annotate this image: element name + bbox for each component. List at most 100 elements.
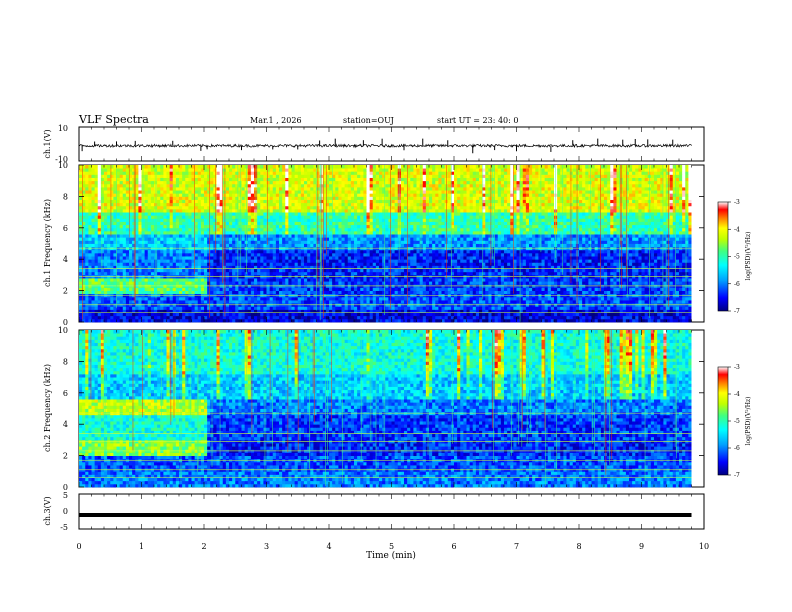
spectrogram-ch1-cell bbox=[304, 269, 308, 273]
spectrogram-ch1-cell bbox=[429, 306, 433, 310]
spectrogram-ch1-cell bbox=[238, 316, 242, 320]
spectrogram-ch1-cell bbox=[507, 250, 511, 254]
spectrogram-ch1-cell bbox=[232, 297, 236, 301]
spectrogram-ch1-cell bbox=[95, 244, 99, 248]
spectrogram-ch1-cell bbox=[129, 244, 133, 248]
spectrogram-ch1-cell bbox=[376, 272, 380, 276]
spectrogram-ch1-cell bbox=[245, 281, 249, 285]
spectrogram-ch1-cell bbox=[101, 269, 105, 273]
spectrogram-ch1-cell bbox=[542, 316, 546, 320]
spectrogram-ch1-cell bbox=[195, 297, 199, 301]
spectrogram-ch1-cell bbox=[601, 300, 605, 304]
spectrogram-ch1-cell bbox=[585, 278, 589, 282]
spectrogram-ch1-cell bbox=[379, 278, 383, 282]
spectrogram-ch1-cell bbox=[301, 300, 305, 304]
spectrogram-ch1-cell bbox=[382, 244, 386, 248]
spectrogram-ch1-cell bbox=[170, 244, 174, 248]
spectrogram-ch1-cell bbox=[179, 297, 183, 301]
spectrogram-ch1-cell bbox=[273, 316, 277, 320]
spectrogram-ch1-cell bbox=[476, 272, 480, 276]
spectrogram-ch1-cell bbox=[529, 278, 533, 282]
spectrogram-ch1-cell bbox=[470, 319, 474, 323]
spectrogram-ch1-cell bbox=[417, 272, 421, 276]
spectrogram-ch1-cell bbox=[226, 240, 230, 244]
spectrogram-ch1-cell bbox=[298, 287, 302, 291]
spectrogram-ch1-cell bbox=[420, 256, 424, 260]
spectrogram-ch1-cell bbox=[401, 306, 405, 310]
spectrogram-ch1-cell bbox=[548, 272, 552, 276]
spectrogram-ch1-cell bbox=[526, 300, 530, 304]
spectrogram-ch1-cell bbox=[345, 259, 349, 263]
spectrogram-ch1-cell bbox=[351, 306, 355, 310]
spectrogram-ch1-cell bbox=[329, 281, 333, 285]
spectrogram-ch1-cell bbox=[442, 272, 446, 276]
spectrogram-ch1-cell bbox=[563, 278, 567, 282]
spectrogram-ch1-cell bbox=[679, 287, 683, 291]
spectrogram-ch1-cell bbox=[585, 253, 589, 257]
spectrogram-ch1-cell bbox=[507, 291, 511, 295]
spectrogram-ch1-cell bbox=[510, 306, 514, 310]
spectrogram-ch1-cell bbox=[360, 300, 364, 304]
spectrogram-ch1-cell bbox=[645, 250, 649, 254]
spectrogram-ch1-cell bbox=[654, 253, 658, 257]
spectrogram-ch1-cell bbox=[617, 287, 621, 291]
spectrogram-ch1-cell bbox=[295, 278, 299, 282]
spectrogram-ch1-cell bbox=[148, 281, 152, 285]
spectrogram-ch1-cell bbox=[254, 319, 258, 323]
spectrogram-ch1-cell bbox=[670, 278, 674, 282]
spectrogram-ch1-cell bbox=[292, 316, 296, 320]
spectrogram-ch1-cell bbox=[617, 291, 621, 295]
spectrogram-ch1-cell bbox=[432, 262, 436, 266]
spectrogram-ch1-cell bbox=[292, 250, 296, 254]
spectrogram-ch1-cell bbox=[554, 300, 558, 304]
spectrogram-ch1-cell bbox=[632, 259, 636, 263]
spectrogram-ch1-cell bbox=[651, 269, 655, 273]
spectrogram-ch1-cell bbox=[360, 262, 364, 266]
spectrogram-ch1-cell bbox=[485, 250, 489, 254]
spectrogram-ch1-cell bbox=[104, 240, 108, 244]
spectrogram-ch1-cell bbox=[632, 287, 636, 291]
spectrogram-ch1-cell bbox=[463, 253, 467, 257]
spectrogram-ch1-cell bbox=[304, 319, 308, 323]
spectrogram-ch1-cell bbox=[404, 281, 408, 285]
spectrogram-ch1-cell bbox=[151, 250, 155, 254]
spectrogram-ch1-cell bbox=[638, 253, 642, 257]
spectrogram-ch1-cell bbox=[301, 256, 305, 260]
spectrogram-ch1-cell bbox=[670, 269, 674, 273]
spectrogram-ch1-cell bbox=[173, 256, 177, 260]
spectrogram-ch1-cell bbox=[367, 259, 371, 263]
spectrogram-ch1-cell bbox=[601, 287, 605, 291]
spectrogram-ch1-cell bbox=[101, 297, 105, 301]
spectrogram-ch1-cell bbox=[532, 313, 536, 317]
spectrogram-ch1-cell bbox=[260, 256, 264, 260]
spectrogram-ch1-cell bbox=[482, 300, 486, 304]
spectrogram-ch1-cell bbox=[235, 244, 239, 248]
spectrogram-ch1-cell bbox=[254, 272, 258, 276]
spectrogram-ch1-cell bbox=[323, 253, 327, 257]
spectrogram-ch1-cell bbox=[567, 269, 571, 273]
spectrogram-ch1-cell bbox=[526, 281, 530, 285]
spectrogram-ch1-cell bbox=[382, 253, 386, 257]
spectrogram-ch1-cell bbox=[142, 306, 146, 310]
spectrogram-ch1-cell bbox=[79, 297, 83, 301]
spectrogram-ch1-cell bbox=[126, 250, 130, 254]
spectrogram-ch1-cell bbox=[573, 272, 577, 276]
spectrogram-ch1-cell bbox=[582, 281, 586, 285]
spectrogram-ch1-cell bbox=[204, 319, 208, 323]
spectrogram-ch1-cell bbox=[192, 287, 196, 291]
spectrogram-ch1-cell bbox=[95, 316, 99, 320]
spectrogram-ch1-cell bbox=[651, 253, 655, 257]
spectrogram-ch1-cell bbox=[642, 306, 646, 310]
spectrogram-ch1-cell bbox=[160, 291, 164, 295]
spectrogram-ch1-cell bbox=[457, 287, 461, 291]
spectrogram-ch1-cell bbox=[442, 291, 446, 295]
spectrogram-ch1-cell bbox=[332, 253, 336, 257]
spectrogram-ch1-cell bbox=[398, 300, 402, 304]
spectrogram-ch1-cell bbox=[398, 256, 402, 260]
spectrogram-ch1-cell bbox=[507, 316, 511, 320]
spectrogram-ch1-cell bbox=[251, 272, 255, 276]
spectrogram-ch1-cell bbox=[145, 244, 149, 248]
spectrogram-ch1-cell bbox=[657, 278, 661, 282]
spectrogram-ch1-cell bbox=[151, 306, 155, 310]
spectrogram-ch1-cell bbox=[548, 281, 552, 285]
